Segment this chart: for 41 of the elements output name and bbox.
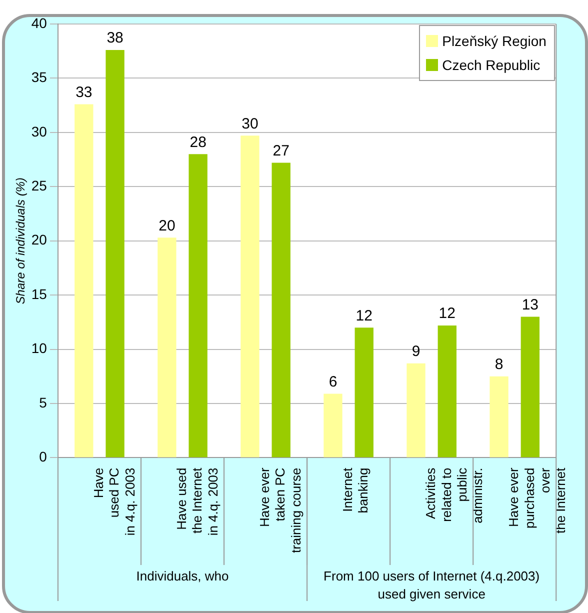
bar (240, 136, 260, 458)
x-tick-label: Have used PC in 4.q. 2003 (91, 468, 138, 536)
y-tick-label: 10 (31, 340, 48, 356)
y-axis-title: Share of individuals (%) (14, 178, 28, 304)
data-label: 30 (242, 115, 258, 132)
bar (490, 376, 508, 458)
data-label: 8 (494, 356, 504, 374)
legend-label: Czech Republic (442, 57, 540, 73)
bar (354, 328, 374, 458)
data-label: 20 (158, 217, 176, 234)
x-tick-label: Internet banking (340, 467, 371, 514)
data-label: 13 (522, 296, 539, 314)
text: From 100 users of Internet (4.q.2003) used given service (324, 568, 540, 602)
data-label: 38 (106, 30, 124, 47)
bar (272, 162, 290, 458)
data-label: 6 (328, 373, 338, 390)
data-label: 12 (356, 307, 372, 324)
y-tick-label: 20 (31, 232, 48, 248)
data-label: 33 (76, 84, 92, 101)
text: Individuals, who (136, 568, 229, 584)
y-tick-label: 25 (31, 178, 48, 194)
data-label: 9 (412, 343, 420, 360)
y-tick-label: 30 (31, 123, 48, 140)
x-tick-label: Activities related to public administr. (423, 467, 485, 524)
y-tick-label: 40 (31, 14, 48, 31)
bar (188, 154, 208, 458)
y-tick-label: 0 (39, 448, 48, 465)
legend-label: Plzeňský Region (442, 33, 546, 49)
bar (406, 363, 426, 458)
y-tick-label: 5 (39, 394, 48, 410)
bar (106, 50, 124, 458)
y-tick-label: 15 (31, 286, 48, 302)
bar (438, 325, 456, 458)
data-label: 28 (190, 134, 206, 151)
bar (74, 104, 94, 458)
bar (520, 316, 540, 458)
bar (324, 394, 342, 458)
data-label: 27 (272, 142, 290, 160)
data-label: 12 (438, 305, 456, 322)
y-tick-label: 35 (31, 69, 48, 86)
bar (158, 238, 176, 458)
